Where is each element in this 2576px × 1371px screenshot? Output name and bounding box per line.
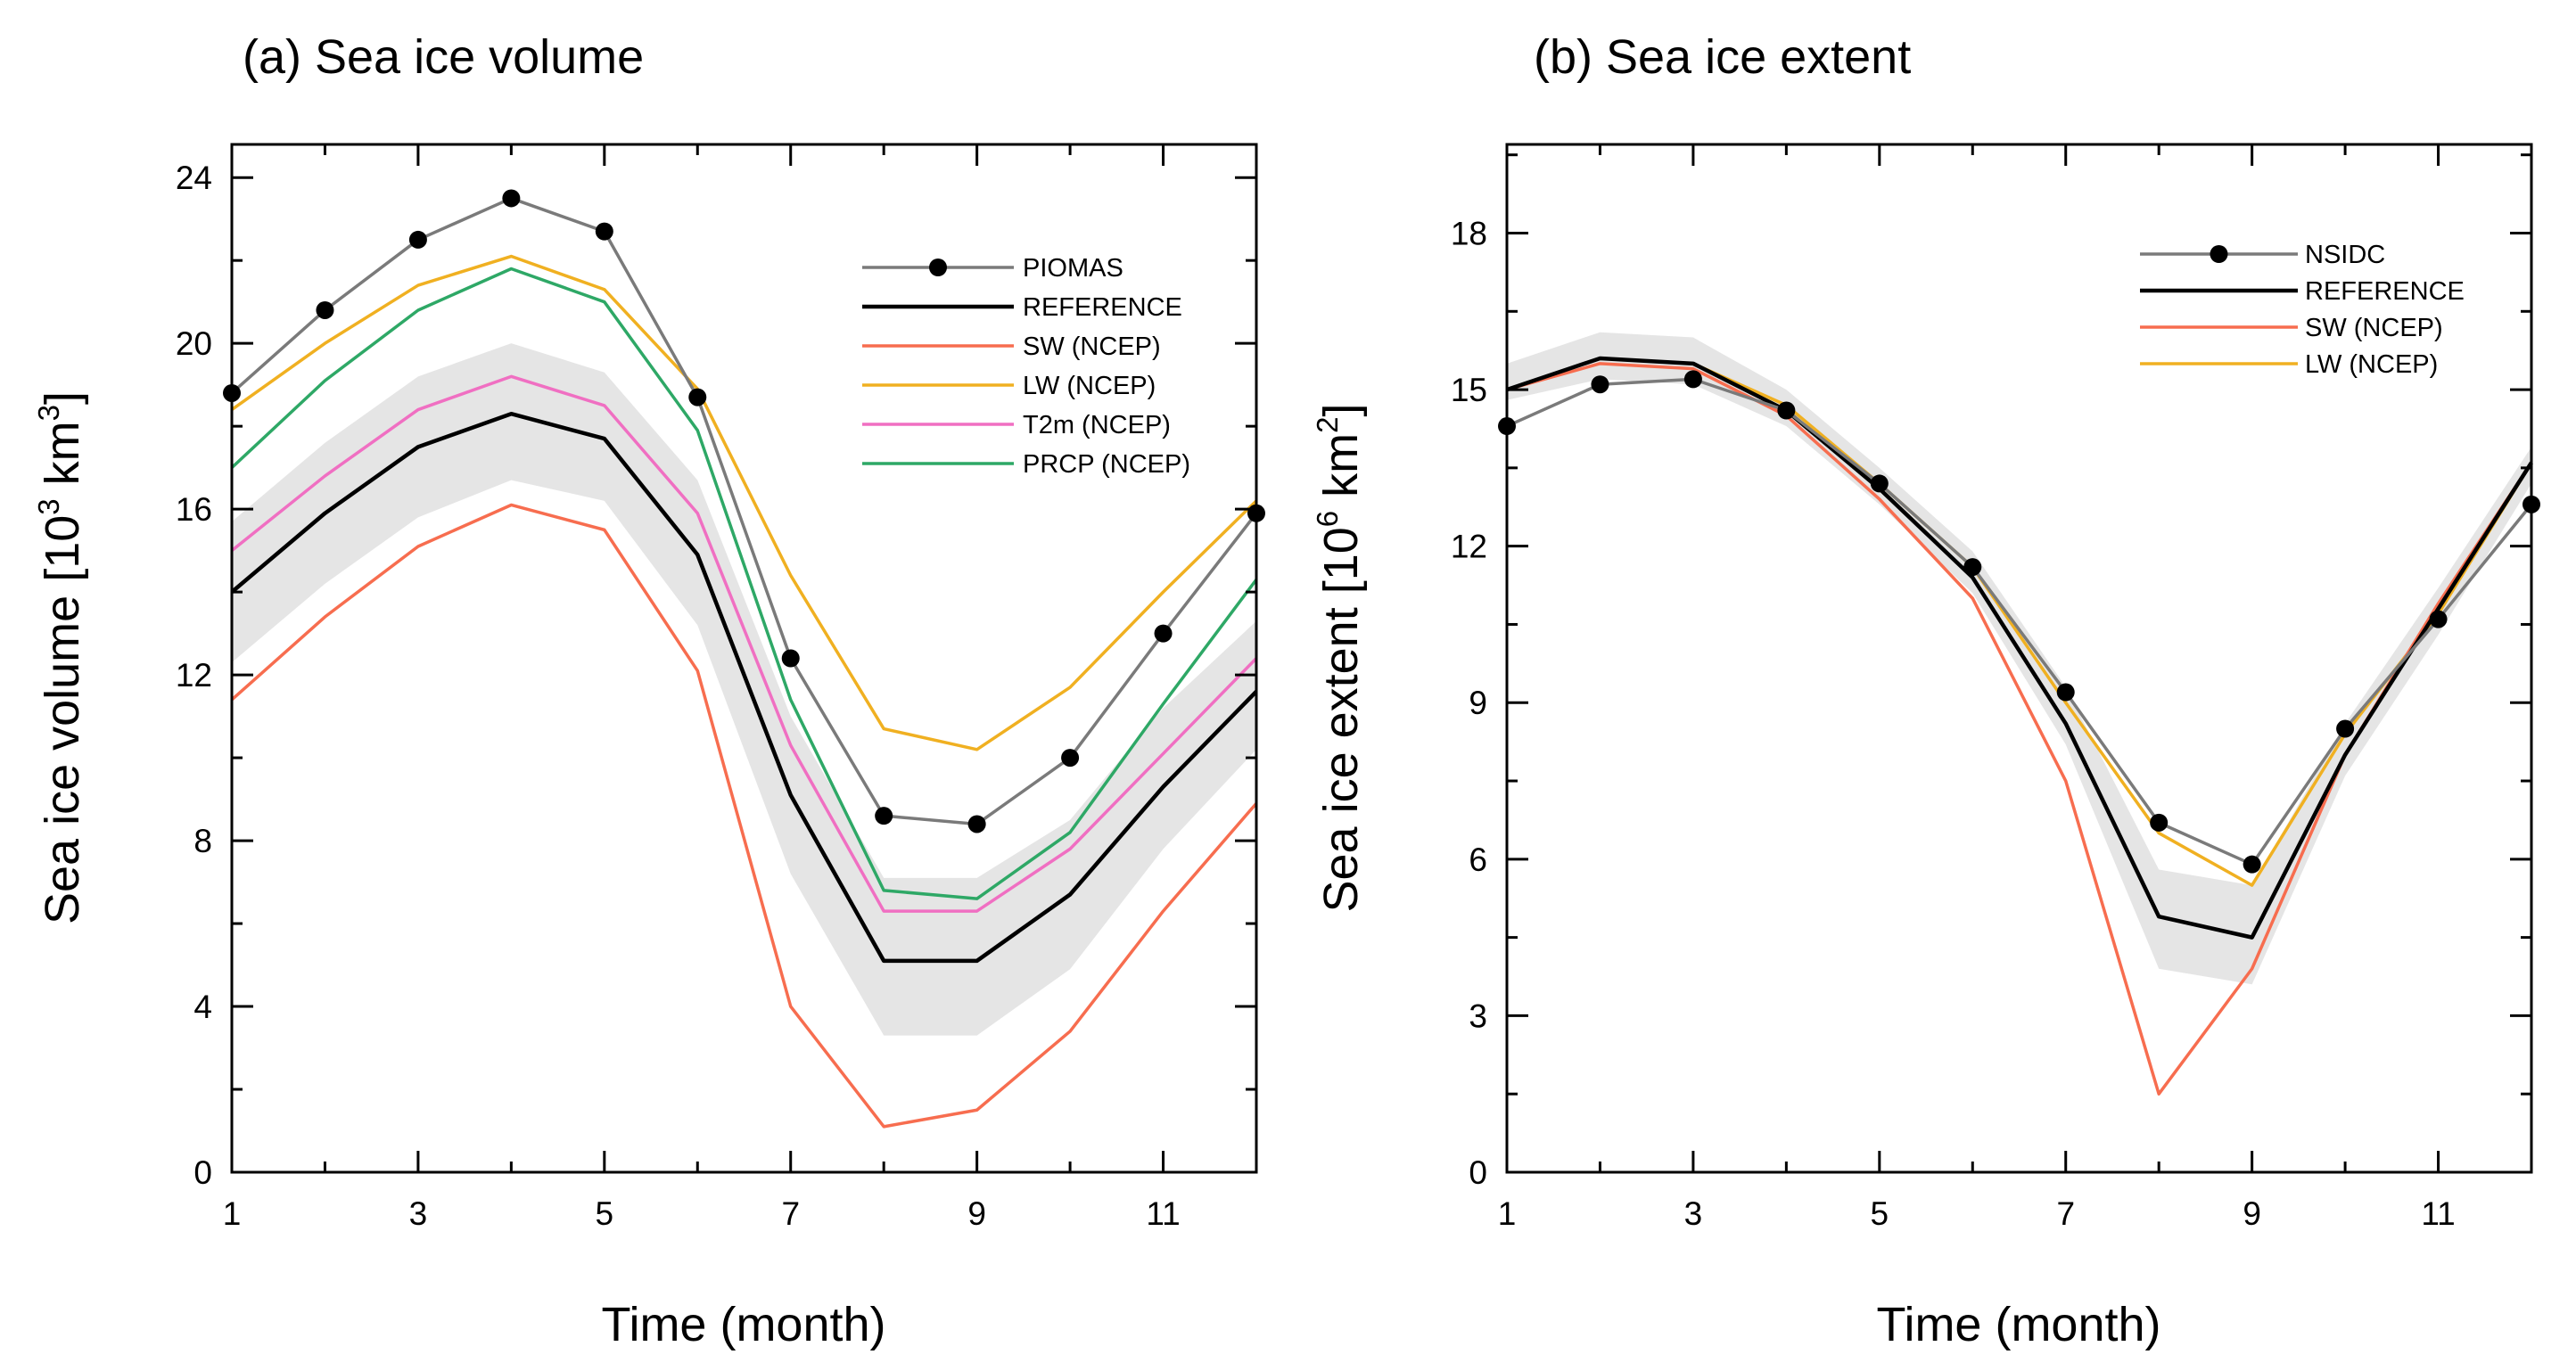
data-point-piomas — [688, 388, 707, 406]
y-tick-label: 6 — [1469, 841, 1487, 878]
x-axis-label-extent: Time (month) — [1876, 1298, 2160, 1351]
x-tick-label: 7 — [781, 1195, 800, 1232]
x-tick-label: 9 — [2243, 1195, 2261, 1232]
x-tick-label: 11 — [1146, 1195, 1180, 1232]
plot-frame-extent — [1505, 143, 2533, 1174]
y-tick-label: 0 — [1469, 1154, 1487, 1191]
data-point-piomas — [408, 230, 427, 249]
y-tick-label: 12 — [176, 657, 212, 694]
data-point-nsidc — [1683, 370, 1702, 389]
y-tick-label: 12 — [1451, 529, 1487, 565]
legend-label-reference: REFERENCE — [1023, 293, 1182, 322]
x-tick-label: 5 — [596, 1195, 614, 1232]
data-point-nsidc — [2150, 813, 2169, 832]
panel-title-volume: (a) Sea ice volume — [243, 30, 644, 84]
data-point-nsidc — [1591, 375, 1609, 394]
x-tick-label: 11 — [2421, 1195, 2455, 1232]
x-tick-label: 7 — [2056, 1195, 2075, 1232]
series-line-reference — [1506, 356, 2533, 940]
legend-label-sw-ncep: SW (NCEP) — [1023, 332, 1161, 361]
y-tick-label: 0 — [193, 1154, 212, 1191]
data-point-piomas — [1154, 624, 1173, 643]
spread-band-volume — [232, 343, 1256, 1036]
legend-label-reference: REFERENCE — [2305, 277, 2465, 306]
data-point-piomas — [502, 189, 521, 208]
data-point-nsidc — [2336, 719, 2355, 738]
data-point-nsidc — [2056, 683, 2075, 702]
panel-sea-ice-volume: (a) Sea ice volume 1 3 5 7 9 11 0 4 8 12 16 20 24 PI… — [32, 30, 1265, 1351]
legend-marker-nsidc — [2210, 245, 2228, 263]
y-tick-label: 3 — [1469, 997, 1487, 1034]
y-axis-label-volume: Sea ice volume [103 km3] — [32, 391, 89, 924]
legend-label-piomas: PIOMAS — [1023, 254, 1123, 283]
y-tick-label: 18 — [1451, 215, 1487, 251]
y-tick-label: 9 — [1469, 685, 1487, 721]
y-tick-label: 20 — [176, 325, 212, 362]
data-point-piomas — [875, 807, 893, 825]
series-line-piomas — [230, 196, 1258, 826]
legend-label-sw-ncep: SW (NCEP) — [2305, 314, 2443, 342]
legend-label-lw-ncep: LW (NCEP) — [2305, 350, 2438, 379]
legend-label-lw-ncep: LW (NCEP) — [1023, 372, 1156, 400]
legend-label-nsidc: NSIDC — [2305, 241, 2385, 269]
data-point-nsidc — [1870, 474, 1889, 493]
x-tick-label: 5 — [1871, 1195, 1889, 1232]
y-tick-label: 15 — [1451, 372, 1487, 408]
panel-title-extent: (b) Sea ice extent — [1534, 30, 1911, 84]
x-tick-label: 9 — [967, 1195, 986, 1232]
series-line-reference — [230, 411, 1258, 964]
series-line-prcp-ncep — [230, 267, 1258, 900]
x-tick-label: 3 — [1684, 1195, 1703, 1232]
y-tick-label: 24 — [176, 160, 212, 196]
data-point-nsidc — [2243, 855, 2261, 874]
x-tick-label: 1 — [1498, 1195, 1517, 1232]
data-point-piomas — [1061, 749, 1080, 768]
data-point-nsidc — [1963, 558, 1982, 577]
series-line-sw-ncep — [230, 503, 1258, 1129]
data-point-piomas — [595, 222, 613, 241]
panel-sea-ice-extent: (b) Sea ice extent 1 3 5 7 9 11 0 3 6 9 12 15 18 NSI… — [1311, 30, 2540, 1351]
legend-marker-piomas — [929, 259, 947, 276]
data-point-piomas — [316, 300, 334, 319]
x-axis-label-volume: Time (month) — [601, 1298, 885, 1351]
series-line-t2m-ncep — [230, 374, 1258, 913]
y-axis-label-extent: Sea ice extent [106 km2] — [1311, 403, 1368, 912]
x-tick-label: 3 — [409, 1195, 428, 1232]
y-tick-label: 8 — [193, 823, 212, 859]
data-point-nsidc — [2429, 610, 2448, 628]
legend-label-prcp-ncep: PRCP (NCEP) — [1023, 450, 1190, 479]
data-point-piomas — [967, 815, 986, 833]
data-point-piomas — [781, 649, 800, 668]
data-point-nsidc — [1777, 401, 1796, 420]
y-tick-label: 16 — [176, 491, 212, 528]
spread-band-extent — [1507, 332, 2531, 985]
plot-frame-volume — [230, 143, 1258, 1174]
y-tick-label: 4 — [193, 989, 212, 1025]
series-line-lw-ncep — [230, 254, 1258, 751]
x-tick-label: 1 — [223, 1195, 242, 1232]
legend-label-t2m-ncep: T2m (NCEP) — [1023, 411, 1171, 439]
series-line-nsidc — [1506, 377, 2533, 866]
